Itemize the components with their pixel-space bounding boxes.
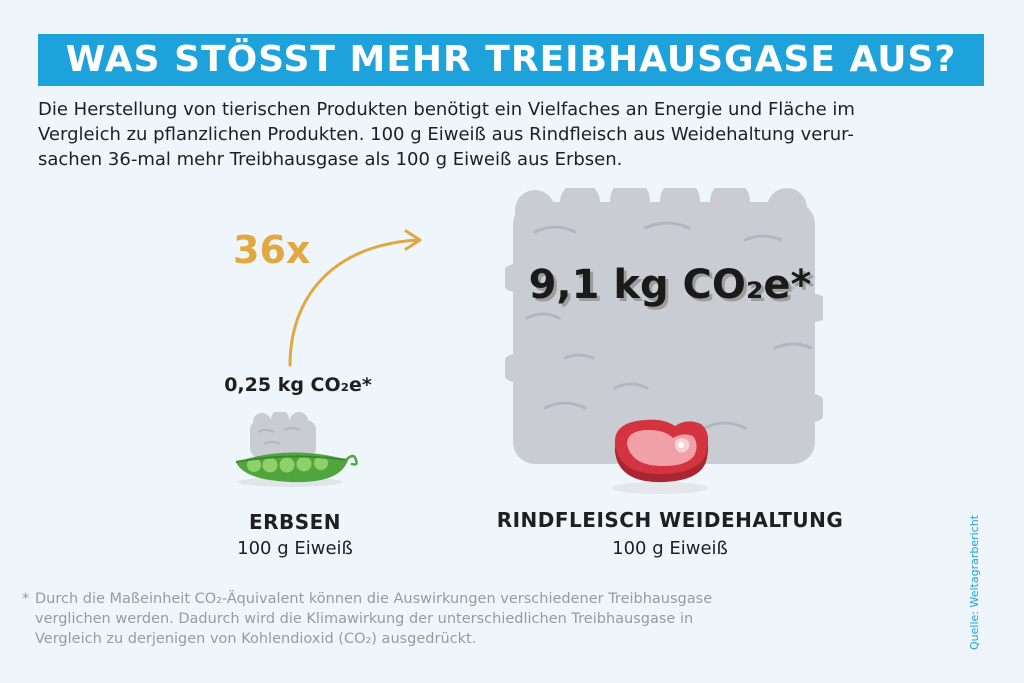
peas-sublabel: 100 g Eiweiß xyxy=(237,538,353,559)
source-credit: Quelle: Weltagrarbericht xyxy=(968,514,981,650)
title-banner: WAS STÖSST MEHR TREIBHAUSGASE AUS? xyxy=(38,34,984,86)
intro-line: Die Herstellung von tierischen Produkten… xyxy=(38,99,855,120)
intro-line: Vergleich zu pflanzlichen Produkten. 100… xyxy=(38,124,854,145)
curved-arrow-icon xyxy=(288,229,422,367)
small-cloud-icon xyxy=(250,412,316,458)
peapod-icon xyxy=(235,452,358,487)
factor-label: 36x xyxy=(233,228,311,272)
steak-icon xyxy=(612,419,709,494)
footnote-line: verglichen werden. Dadurch wird die Klim… xyxy=(35,611,694,627)
beef-emission-value: 9,1 kg CO₂e* xyxy=(528,262,812,308)
intro-text: Die Herstellung von tierischen Produkten… xyxy=(38,97,988,172)
page-title: WAS STÖSST MEHR TREIBHAUSGASE AUS? xyxy=(65,39,957,80)
footnote-line: Vergleich zu derjenigen von Kohlendioxid… xyxy=(35,631,477,647)
intro-line: sachen 36-mal mehr Treibhausgase als 100… xyxy=(38,149,623,170)
peas-emission-value: 0,25 kg CO₂e* xyxy=(224,374,372,396)
footnote-line: Durch die Maßeinheit CO₂-Äquivalent könn… xyxy=(35,591,713,607)
footnote: * Durch die Maßeinheit CO₂-Äquivalent kö… xyxy=(22,589,902,649)
peas-label: ERBSEN xyxy=(248,510,342,534)
beef-label: RINDFLEISCH WEIDEHALTUNG xyxy=(496,508,844,532)
beef-sublabel: 100 g Eiweiß xyxy=(612,538,728,559)
large-cloud-icon xyxy=(505,188,823,464)
footnote-marker: * xyxy=(22,591,30,607)
